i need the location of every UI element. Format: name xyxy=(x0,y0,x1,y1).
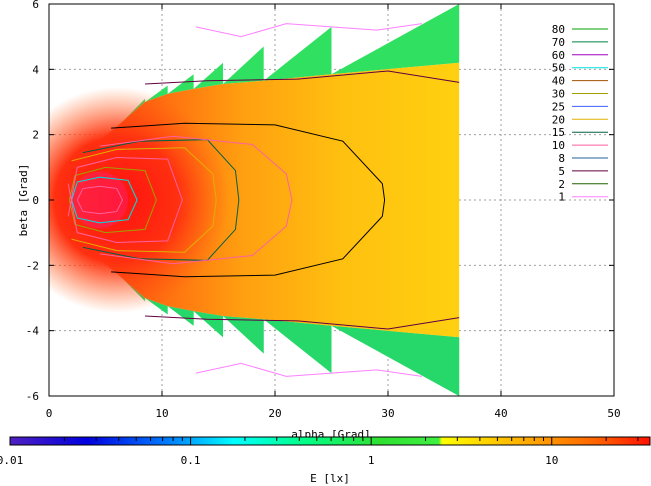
illuminance-field xyxy=(49,4,460,396)
legend-label: 50 xyxy=(552,62,565,75)
green-band-shade xyxy=(145,298,168,315)
legend-label: 25 xyxy=(552,100,565,113)
green-band-bottom xyxy=(331,4,460,75)
y-tick-label: -6 xyxy=(26,390,39,403)
colorbar-ticks: 0.01 0.1 1 10 xyxy=(0,437,639,467)
green-band-shade xyxy=(223,315,264,354)
green-band-bottom xyxy=(263,26,332,81)
x-tick-label: 10 xyxy=(155,407,168,420)
x-tick-label: 50 xyxy=(607,407,620,420)
contour-line xyxy=(195,362,422,377)
contour-line xyxy=(195,23,422,38)
legend-label: 20 xyxy=(552,113,565,126)
green-band-shade xyxy=(167,306,194,326)
legend-label: 1 xyxy=(558,191,565,204)
hotspot-region xyxy=(49,87,230,313)
x-tick-label: 0 xyxy=(46,407,53,420)
contour-line xyxy=(71,176,138,224)
green-band-shade xyxy=(263,319,332,374)
y-tick-label: -4 xyxy=(26,325,40,338)
legend-label: 8 xyxy=(558,152,565,165)
colorbar-tick-label: 0.01 xyxy=(0,454,23,467)
y-tick-label: 4 xyxy=(32,63,39,76)
hotspot-peak xyxy=(71,171,129,229)
colorbar: 0.01 0.1 1 10 xyxy=(0,436,651,467)
legend-label: 10 xyxy=(552,139,565,152)
legend-label: 80 xyxy=(552,23,565,36)
green-band-bottom xyxy=(145,85,168,102)
colorbar-label: E [lx] xyxy=(310,472,350,485)
y-tick-label: 0 xyxy=(32,194,39,207)
colorbar-tick-label: 10 xyxy=(545,454,558,467)
y-axis-label: beta [Grad] xyxy=(17,164,30,237)
x-tick-label: 20 xyxy=(268,407,281,420)
legend-label: 70 xyxy=(552,36,565,49)
x-axis-ticks: 0 10 20 30 40 50 xyxy=(46,4,621,420)
contour-line xyxy=(76,185,124,215)
contour-line xyxy=(67,157,183,243)
contour-line xyxy=(99,135,293,265)
green-band-bottom xyxy=(167,74,194,94)
y-tick-label: -2 xyxy=(26,259,39,272)
green-band-bottom xyxy=(223,46,264,85)
x-tick-label: 30 xyxy=(381,407,394,420)
contour-line xyxy=(145,315,460,330)
legend-label: 60 xyxy=(552,49,565,62)
legend-label: 40 xyxy=(552,75,565,88)
contour-line xyxy=(71,147,217,253)
green-band-shade xyxy=(193,311,224,338)
legend-label: 2 xyxy=(558,178,565,191)
green-band-bottom xyxy=(193,62,224,89)
y-tick-label: 6 xyxy=(32,0,39,11)
legend-label: 15 xyxy=(552,126,565,139)
colorbar-gradient xyxy=(9,436,651,446)
green-band-shade xyxy=(331,325,460,396)
contour-line xyxy=(111,122,386,278)
legend-label: 30 xyxy=(552,88,565,101)
contour-line xyxy=(82,139,240,261)
colorbar-tick-label: 1 xyxy=(368,454,375,467)
contour-lines xyxy=(67,23,460,377)
colorbar-tick-label: 0.1 xyxy=(181,454,201,467)
x-tick-label: 40 xyxy=(494,407,507,420)
contour-line xyxy=(68,166,157,234)
legend-label: 5 xyxy=(558,165,565,178)
y-tick-label: 2 xyxy=(32,129,39,142)
contour-line xyxy=(145,70,460,85)
y-axis-ticks: -6 -4 -2 0 2 4 6 xyxy=(26,0,614,403)
